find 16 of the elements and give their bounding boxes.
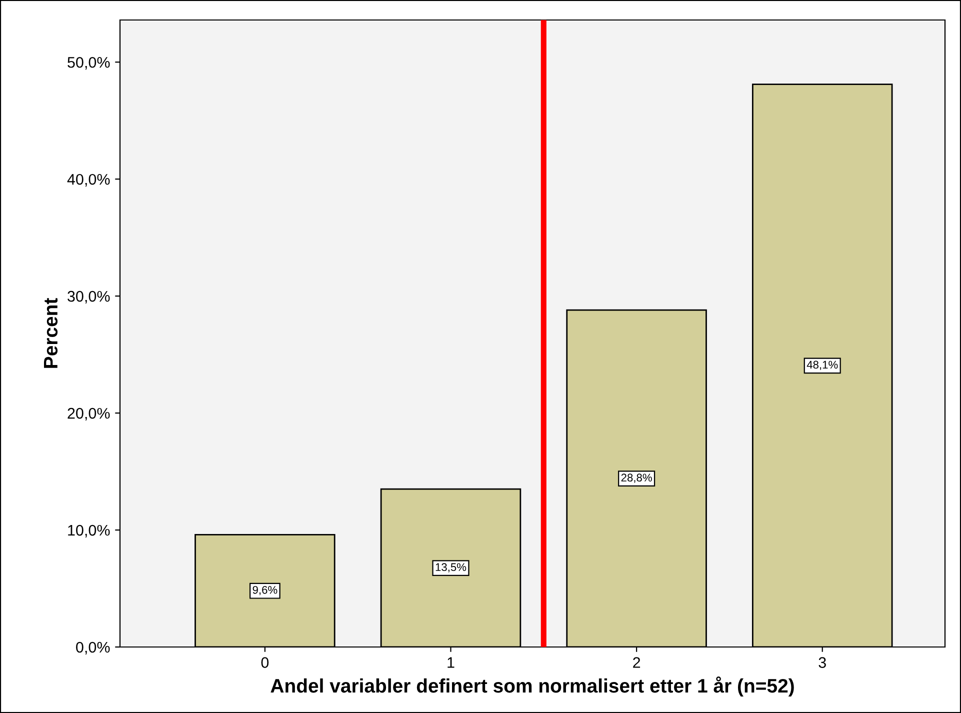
y-tick-label: 10,0% (68, 524, 110, 538)
data-label: 13,5% (436, 563, 466, 572)
data-label: 9,6% (252, 586, 278, 596)
data-label: 48,1% (806, 360, 838, 370)
y-axis-title: Percent (44, 298, 58, 368)
x-tick-label: 1 (448, 657, 454, 668)
y-tick-label: 50,0% (68, 56, 110, 70)
y-tick-label: 30,0% (68, 290, 110, 304)
x-tick-label: 0 (261, 657, 269, 668)
x-tick-label: 3 (818, 657, 826, 668)
x-axis-title: Andel variabler definert som normalisert etter 1 år (n=52) (270, 676, 794, 697)
y-tick-label: 40,0% (67, 174, 110, 187)
y-tick-label: 0,0% (76, 642, 110, 654)
y-tick-label: 20,0% (68, 408, 110, 421)
x-tick-label: 2 (633, 657, 640, 668)
data-label: 28,8% (621, 474, 652, 483)
